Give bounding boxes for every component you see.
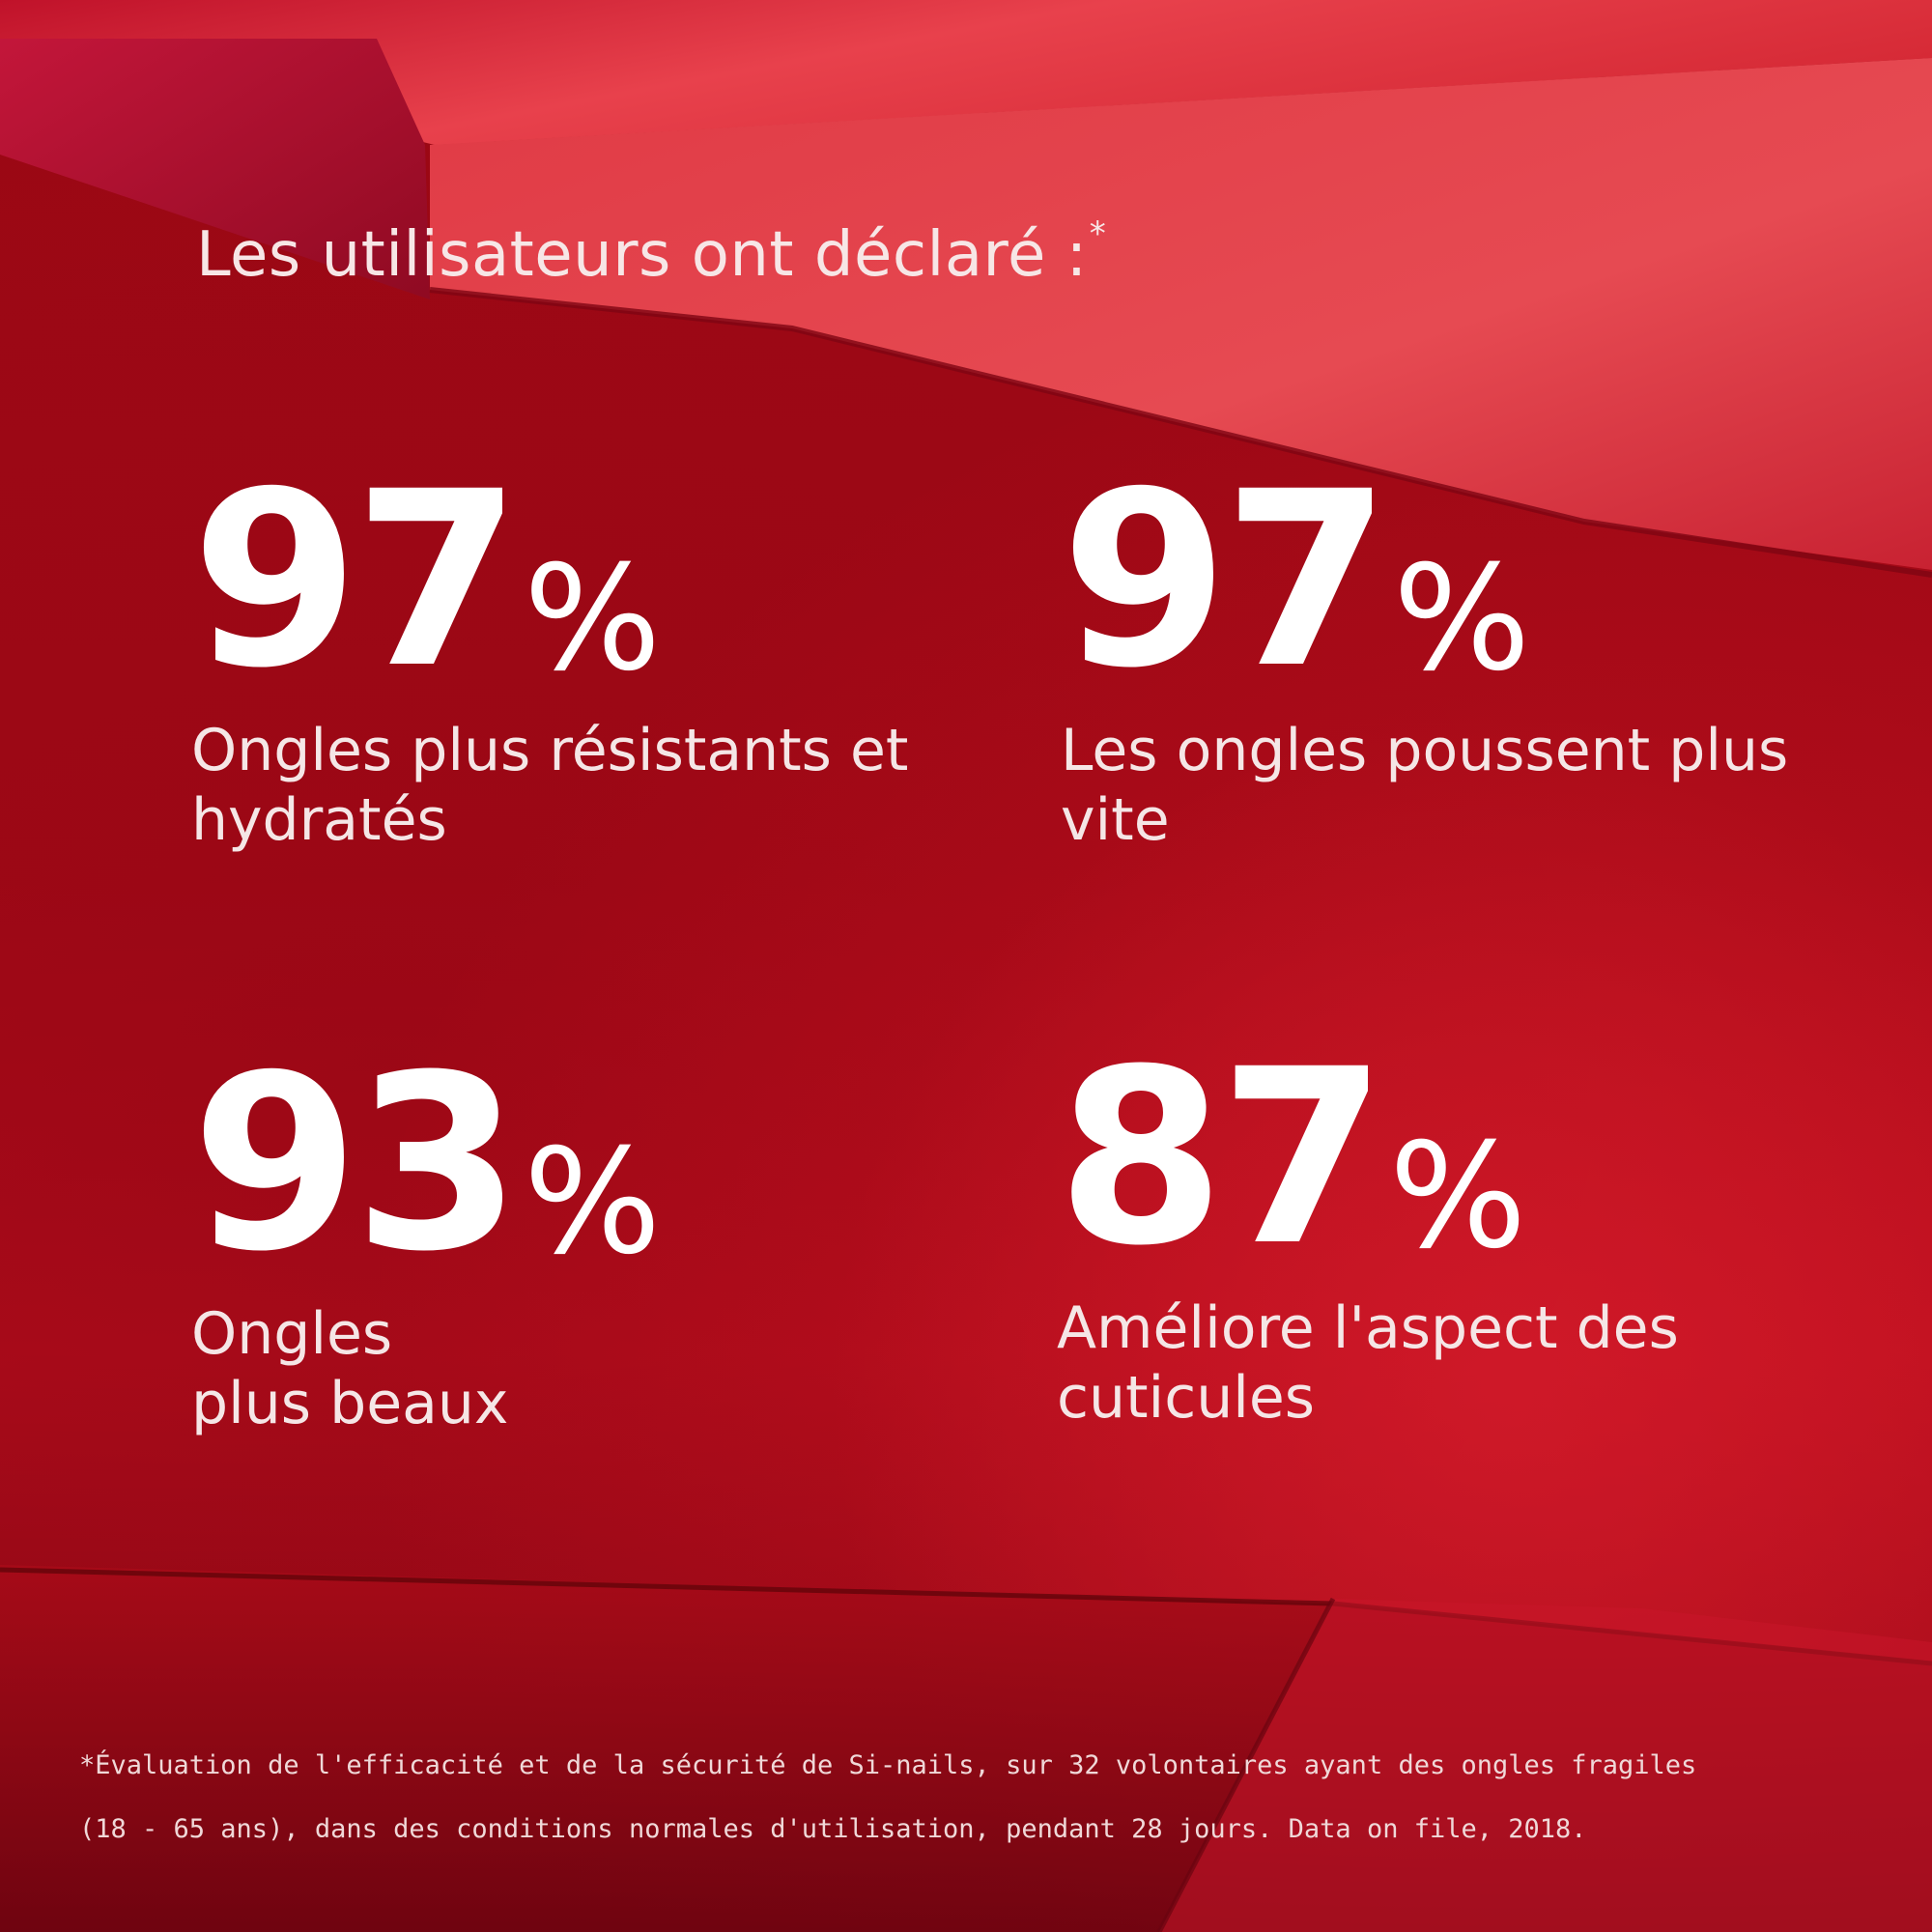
stat-number: 87	[1057, 1017, 1387, 1298]
stat-number: 97	[191, 440, 522, 721]
stat-block-3: 93 % Ongles plus beaux	[191, 1023, 983, 1438]
stat-block-2: 97 % Les ongles poussent plus vite	[1061, 440, 1853, 855]
stat-label: Ongles plus beaux	[191, 1299, 964, 1438]
stat-number: 93	[191, 1023, 522, 1304]
stat-label: Les ongles poussent plus vite	[1061, 716, 1833, 855]
title-footnote-marker: *	[1089, 214, 1107, 253]
stat-label-line: Ongles	[191, 1300, 393, 1368]
stat-value: 87 %	[1057, 1017, 1849, 1298]
stat-label: Améliore l'aspect des cuticules	[1057, 1293, 1830, 1433]
stat-label-line: cuticules	[1057, 1364, 1316, 1432]
stat-value: 93 %	[191, 1023, 983, 1304]
title-text: Les utilisateurs ont déclaré :	[196, 219, 1088, 291]
stat-block-1: 97 % Ongles plus résistants et hydratés	[191, 440, 983, 855]
footnote-line: *Évaluation de l'efficacité et de la séc…	[79, 1750, 1697, 1780]
stat-label-line: hydratés	[191, 786, 447, 854]
stat-label-line: Améliore l'aspect des	[1057, 1294, 1679, 1362]
footnote-line: (18 - 65 ans), dans des conditions norma…	[79, 1814, 1587, 1844]
percent-sign: %	[523, 1119, 662, 1287]
stat-value: 97 %	[1061, 440, 1853, 721]
stat-label-line: vite	[1061, 786, 1170, 854]
stat-label-line: Les ongles poussent plus	[1061, 717, 1789, 784]
stat-label: Ongles plus résistants et hydratés	[191, 716, 964, 855]
percent-sign: %	[523, 535, 662, 703]
stat-value: 97 %	[191, 440, 983, 721]
stat-block-4: 87 % Améliore l'aspect des cuticules	[1057, 1017, 1849, 1433]
percent-sign: %	[1392, 535, 1531, 703]
stat-label-line: plus beaux	[191, 1370, 509, 1437]
stat-label-line: Ongles plus résistants et	[191, 717, 909, 784]
footnote: *Évaluation de l'efficacité et de la séc…	[79, 1718, 1895, 1877]
percent-sign: %	[1388, 1113, 1527, 1281]
stat-number: 97	[1061, 440, 1391, 721]
page-title: Les utilisateurs ont déclaré :*	[196, 214, 1106, 291]
